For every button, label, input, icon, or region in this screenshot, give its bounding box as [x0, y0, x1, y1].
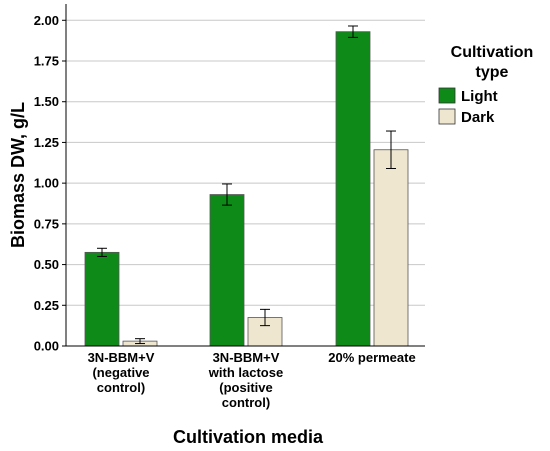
y-tick-label: 1.50	[34, 94, 59, 109]
axes	[65, 4, 425, 347]
legend-title-line-2: type	[476, 64, 509, 81]
error-bar-dark-1	[135, 338, 145, 345]
category-label-1: 3N-BBM+V (negative control)	[88, 350, 155, 395]
category-label-line: control)	[222, 395, 270, 410]
x-axis-title: Cultivation media	[173, 427, 324, 447]
category-label-2: 3N-BBM+V with lactose (positive control)	[208, 350, 283, 410]
bars	[84, 31, 409, 347]
y-tick-label: 0.00	[34, 339, 59, 354]
legend: Cultivation type Light Dark	[438, 44, 534, 126]
grid-lines	[66, 19, 425, 306]
y-tick-label: 0.50	[34, 257, 59, 272]
error-bar-light-1	[97, 247, 107, 257]
y-axis-title: Biomass DW, g/L	[8, 102, 28, 248]
category-label-line: with lactose	[208, 365, 283, 380]
category-label-line: control)	[97, 380, 145, 395]
category-label-line: 3N-BBM+V	[213, 350, 280, 365]
y-tick-label: 1.75	[34, 54, 59, 69]
bar-light-1	[84, 251, 120, 347]
y-tick-label: 1.00	[34, 176, 59, 191]
error-bar-dark-3	[386, 130, 396, 169]
category-label-line: (negative	[92, 365, 149, 380]
y-tick-label: 2.00	[34, 13, 59, 28]
y-tick-label: 1.25	[34, 135, 59, 150]
y-tick-label: 0.25	[34, 298, 59, 313]
y-tick-labels: 0.00 0.25 0.50 0.75 1.00 1.25 1.50 1.75 2.00	[34, 13, 66, 354]
category-labels: 3N-BBM+V (negative control)3N-BBM+V with la…	[88, 350, 416, 410]
legend-label-dark: Dark	[461, 109, 495, 126]
error-bar-light-3	[348, 25, 358, 38]
y-tick-label: 0.75	[34, 216, 59, 231]
bar-light-3	[335, 31, 371, 347]
legend-swatch-light	[438, 87, 456, 104]
legend-label-light: Light	[461, 88, 498, 105]
bar-light-2	[209, 194, 245, 347]
category-label-line: 20% permeate	[328, 350, 415, 365]
bar-dark-3	[373, 149, 409, 347]
category-label-3: 20% permeate	[328, 350, 415, 365]
category-label-line: 3N-BBM+V	[88, 350, 155, 365]
error-bar-light-2	[222, 183, 232, 206]
category-label-line: (positive	[219, 380, 272, 395]
legend-title-line-1: Cultivation	[451, 44, 534, 61]
error-bars	[97, 25, 396, 345]
legend-swatch-dark	[438, 108, 456, 125]
error-bar-dark-2	[260, 308, 270, 327]
